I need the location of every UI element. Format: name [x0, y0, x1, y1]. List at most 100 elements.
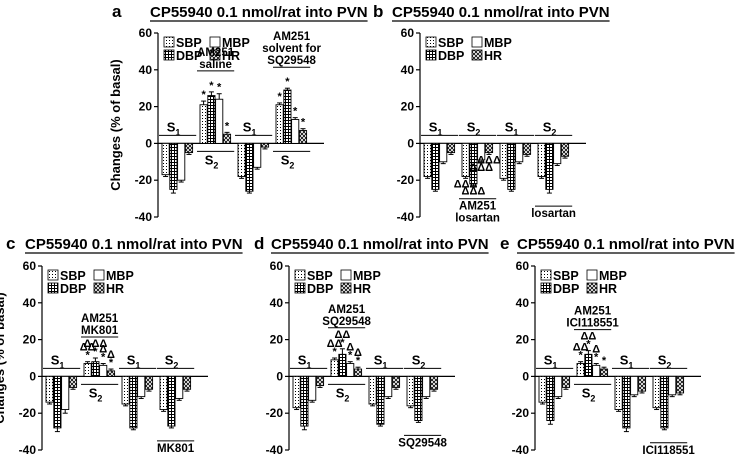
session-sub: 2	[213, 160, 218, 170]
legend-swatch	[163, 36, 175, 48]
significance-mark: ΔΔΔ	[469, 162, 493, 174]
bar-hr	[182, 375, 192, 390]
y-tick-label: 60	[270, 259, 284, 273]
y-tick-label: 20	[270, 333, 284, 347]
legend-swatch	[47, 269, 59, 281]
legend-swatch	[425, 36, 437, 48]
session-label: S1	[374, 352, 388, 370]
bar-hr	[144, 375, 154, 390]
panel-label: e	[500, 234, 509, 253]
bar-mbp	[592, 364, 601, 377]
bar-mbp	[630, 375, 639, 396]
treatment-label: SQ29548	[322, 316, 371, 328]
significance-mark: ΔΔΔ	[462, 186, 486, 198]
bar-sbp	[499, 142, 508, 179]
treatment-label: SQ29548	[267, 55, 316, 67]
bar-hr	[560, 142, 570, 157]
bar-dbp	[169, 142, 178, 190]
bar-sbp	[237, 142, 246, 177]
bar-mbp	[668, 375, 677, 396]
bar-sbp	[199, 104, 208, 144]
session-label: S1	[51, 352, 65, 370]
bar-hr	[599, 368, 609, 377]
y-tick-label: 0	[407, 136, 414, 150]
legend-entry: SBP	[176, 36, 202, 50]
y-tick-label: 20	[139, 100, 153, 114]
treatment-label: losartan	[531, 208, 576, 220]
bar-mbp	[554, 375, 563, 398]
bar-hr	[637, 375, 647, 392]
y-tick-label: 20	[401, 100, 415, 114]
treatment-label: AM251	[574, 306, 612, 318]
y-tick-label: 40	[270, 296, 284, 310]
bar-mbp	[346, 363, 355, 377]
bar-hr	[561, 375, 571, 388]
legend-entry: HR	[222, 49, 240, 63]
bar-dbp	[283, 89, 292, 144]
bar-sbp	[83, 363, 92, 377]
bar-hr	[106, 370, 116, 377]
y-tick-label: 40	[401, 63, 415, 77]
significance-mark: *	[285, 76, 290, 88]
treatment-label: solvent for	[262, 43, 321, 55]
y-axis-label: Changes (% of basal)	[108, 59, 123, 190]
bar-hr	[260, 142, 270, 148]
significance-mark: *	[594, 352, 599, 364]
legend-entry: SBP	[307, 269, 333, 283]
legend-entry: DBP	[176, 49, 202, 63]
legend-swatch	[586, 269, 598, 281]
y-tick-label: 40	[516, 296, 530, 310]
treatment-label: AM251	[328, 304, 366, 316]
bar-mbp	[515, 142, 524, 163]
legend-entry: DBP	[553, 282, 579, 296]
session-label: S2	[281, 152, 295, 170]
significance-mark: *	[217, 82, 222, 94]
significance-mark: Δ	[354, 347, 362, 359]
session-sub: 1	[135, 360, 140, 370]
y-tick-label: -40	[266, 443, 284, 457]
bar-dbp	[469, 142, 478, 185]
session-label: S2	[336, 385, 350, 403]
bar-mbp	[477, 142, 486, 161]
legend-entry: HR	[484, 49, 502, 63]
y-tick-label: 20	[516, 333, 530, 347]
treatment-label: ICI118551	[642, 445, 695, 457]
panel-label: a	[112, 2, 122, 21]
treatment-label: AM251	[81, 313, 119, 325]
treatment-label: saline	[199, 59, 232, 71]
bar-mbp	[215, 98, 224, 144]
bar-sbp	[538, 375, 547, 403]
legend-entry: MBP	[599, 269, 627, 283]
session-sub: 2	[475, 127, 480, 137]
session-label: S2	[582, 385, 596, 403]
bar-sbp	[423, 142, 432, 177]
legend-entry: DBP	[60, 282, 86, 296]
session-sub: 2	[420, 360, 425, 370]
session-sub: 2	[173, 360, 178, 370]
y-axis-label: Changes (% of basal)	[0, 292, 7, 423]
bar-mbp	[137, 375, 146, 398]
session-sub: 2	[344, 393, 349, 403]
legend-swatch	[93, 282, 105, 294]
session-sub: 1	[552, 360, 557, 370]
session-label: S1	[620, 352, 634, 370]
session-label: S2	[467, 119, 481, 137]
session-sub: 1	[513, 127, 518, 137]
bar-mbp	[422, 375, 431, 398]
significance-mark: Δ	[592, 344, 600, 356]
legend-swatch	[471, 36, 483, 48]
bar-sbp	[159, 375, 168, 410]
session-label: S2	[89, 385, 103, 403]
bar-dbp	[207, 95, 216, 144]
significance-mark: *	[578, 350, 583, 362]
y-tick-label: 40	[139, 63, 153, 77]
y-tick-label: 60	[23, 259, 37, 273]
y-tick-label: 40	[23, 296, 37, 310]
bar-sbp	[292, 375, 301, 409]
bar-sbp	[330, 359, 339, 377]
legend-swatch	[340, 282, 352, 294]
significance-mark: ΔΔ	[334, 329, 350, 341]
bar-sbp	[576, 363, 585, 377]
session-sub: 2	[551, 127, 556, 137]
significance-mark: *	[201, 89, 206, 101]
